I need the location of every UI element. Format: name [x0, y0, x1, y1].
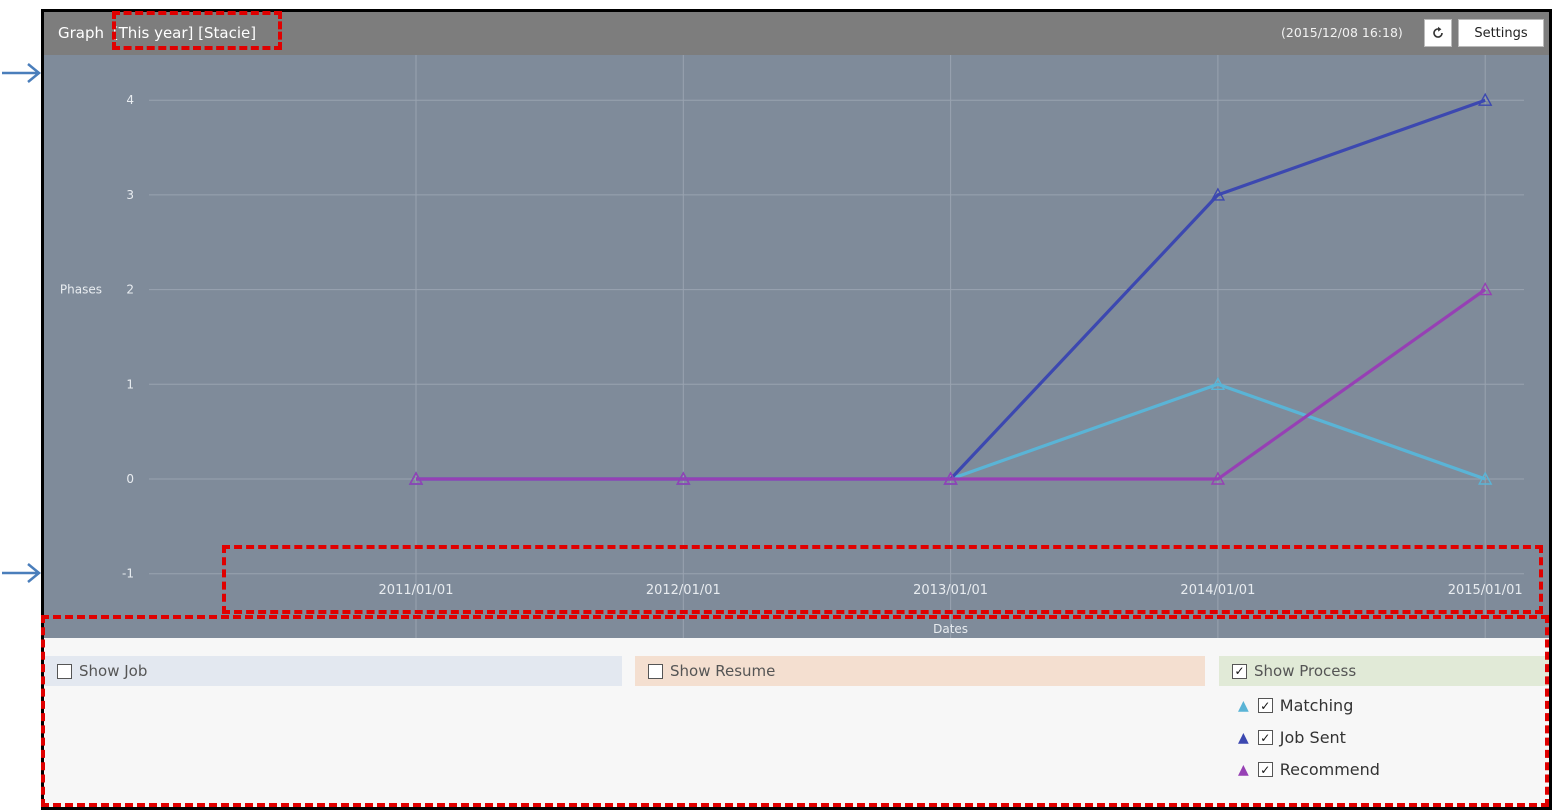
period-user-selector[interactable]: [This year] [Stacie]: [112, 24, 257, 42]
data-point-marker: [1478, 282, 1493, 296]
line-chart: -1 0 1 2 3 4 2011/01/01 2012/01/01 2013/01/01 201…: [60, 55, 1524, 638]
triangle-marker-icon: ▲: [1238, 761, 1249, 778]
legend-item-recommend[interactable]: ▲ ✓ Recommend: [1238, 760, 1380, 779]
arrow-icon: [2, 563, 41, 583]
widget-title: Graph [This year] [Stacie]: [58, 24, 256, 42]
legend-item-job-sent[interactable]: ▲ ✓ Job Sent: [1238, 728, 1346, 747]
legend-panel: Show Job Show Resume ✓ Show Process ▲ ✓ …: [44, 638, 1549, 807]
show-process-label: Show Process: [1254, 662, 1357, 680]
chart-area: -1 0 1 2 3 4 2011/01/01 2012/01/01 2013/01/01 201…: [44, 55, 1549, 638]
show-resume-checkbox[interactable]: [648, 663, 663, 679]
recommend-checkbox[interactable]: ✓: [1257, 762, 1273, 777]
show-job-checkbox[interactable]: [57, 663, 72, 679]
job-sent-label: Job Sent: [1279, 728, 1346, 747]
y-tick-label: 0: [126, 472, 134, 486]
series-line: [416, 288, 1487, 481]
y-axis-label: Phases: [60, 283, 102, 297]
show-resume-label: Show Resume: [670, 662, 776, 680]
show-process-checkbox[interactable]: ✓: [1232, 663, 1247, 679]
job-sent-checkbox[interactable]: ✓: [1257, 730, 1273, 745]
x-axis-label: Dates: [933, 622, 968, 636]
last-updated-timestamp: (2015/12/08 16:18): [1281, 25, 1403, 40]
settings-button[interactable]: Settings: [1458, 19, 1544, 47]
show-resume-toggle[interactable]: Show Resume: [635, 656, 1205, 686]
data-point-marker: [1210, 471, 1226, 485]
legend-item-matching[interactable]: ▲ ✓ Matching: [1238, 696, 1353, 715]
x-tick-label: 2013/01/01: [913, 583, 988, 598]
data-point-marker: [1478, 471, 1493, 485]
show-job-toggle[interactable]: Show Job: [44, 656, 622, 686]
refresh-icon: [1433, 26, 1443, 38]
data-point-marker: [676, 471, 691, 485]
data-point-marker: [408, 471, 424, 485]
x-tick-label: 2012/01/01: [646, 583, 721, 598]
show-job-label: Show Job: [79, 662, 148, 680]
recommend-label: Recommend: [1279, 760, 1380, 779]
arrow-icon: [2, 63, 41, 83]
graph-widget: Graph [This year] [Stacie] (2015/12/08 1…: [41, 9, 1552, 810]
widget-header: Graph [This year] [Stacie] (2015/12/08 1…: [44, 12, 1549, 55]
matching-checkbox[interactable]: ✓: [1257, 698, 1273, 713]
y-tick-label: 1: [126, 377, 134, 391]
triangle-marker-icon: ▲: [1238, 729, 1249, 746]
data-point-marker: [1478, 92, 1493, 106]
data-point-marker: [1210, 187, 1226, 201]
x-tick-label: 2011/01/01: [379, 583, 454, 598]
show-process-toggle[interactable]: ✓ Show Process: [1219, 656, 1549, 686]
x-tick-label: 2014/01/01: [1180, 583, 1255, 598]
x-tick-label: 2015/01/01: [1448, 583, 1523, 598]
triangle-marker-icon: ▲: [1238, 697, 1249, 714]
title-label: Graph: [58, 24, 105, 42]
matching-label: Matching: [1279, 696, 1354, 715]
y-tick-label: 4: [126, 93, 134, 107]
data-point-marker: [943, 471, 958, 485]
data-point-marker: [1210, 376, 1226, 390]
y-tick-label: -1: [122, 567, 134, 581]
refresh-button[interactable]: [1424, 19, 1452, 47]
y-tick-label: 3: [126, 188, 134, 202]
y-tick-label: 2: [126, 283, 134, 297]
